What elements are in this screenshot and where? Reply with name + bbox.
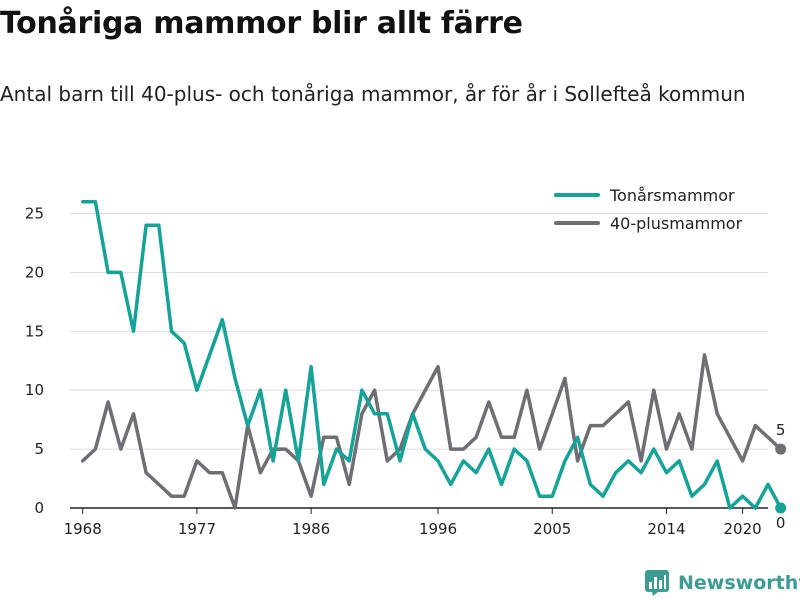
end-value-label: 5 xyxy=(776,421,786,439)
y-tick-label: 0 xyxy=(34,499,44,517)
y-axis: 0 5 10 15 20 25 xyxy=(25,205,44,517)
y-tick-label: 20 xyxy=(25,263,44,281)
gridlines xyxy=(70,213,768,509)
newsworthy-icon xyxy=(645,570,669,596)
series-line-tonarsmammor xyxy=(80,200,783,510)
legend-label-tonarsmammor: Tonårsmammor xyxy=(609,186,735,205)
brand-name: Newsworthy xyxy=(678,572,800,594)
end-point-marker xyxy=(775,443,787,455)
end-point-marker xyxy=(775,502,787,514)
x-tick-label: 1996 xyxy=(419,520,457,538)
x-axis: 1968 1977 1986 1996 2005 2014 2020 xyxy=(64,508,762,538)
series-line-40-plusmammor xyxy=(80,353,783,510)
end-labels: 50 xyxy=(775,421,787,532)
newsworthy-logo: Newsworthy xyxy=(644,568,800,598)
x-tick-label: 1977 xyxy=(178,520,216,538)
y-tick-label: 5 xyxy=(34,440,44,458)
end-value-label: 0 xyxy=(776,514,786,532)
x-tick-label: 2020 xyxy=(724,520,762,538)
y-tick-label: 15 xyxy=(25,322,44,340)
x-tick-label: 2014 xyxy=(647,520,685,538)
x-tick-label: 1986 xyxy=(292,520,330,538)
series-lines xyxy=(80,200,783,510)
x-tick-label: 2005 xyxy=(533,520,571,538)
x-tick-label: 1968 xyxy=(64,520,102,538)
chart-subtitle: Antal barn till 40-plus- och tonåriga ma… xyxy=(0,82,746,106)
y-tick-label: 10 xyxy=(25,381,44,399)
legend-label-40-plusmammor: 40-plusmammor xyxy=(610,214,743,233)
y-tick-label: 25 xyxy=(25,205,44,223)
chart-title: Tonåriga mammor blir allt färre xyxy=(0,6,523,41)
legend: Tonårsmammor 40-plusmammor xyxy=(554,186,743,233)
